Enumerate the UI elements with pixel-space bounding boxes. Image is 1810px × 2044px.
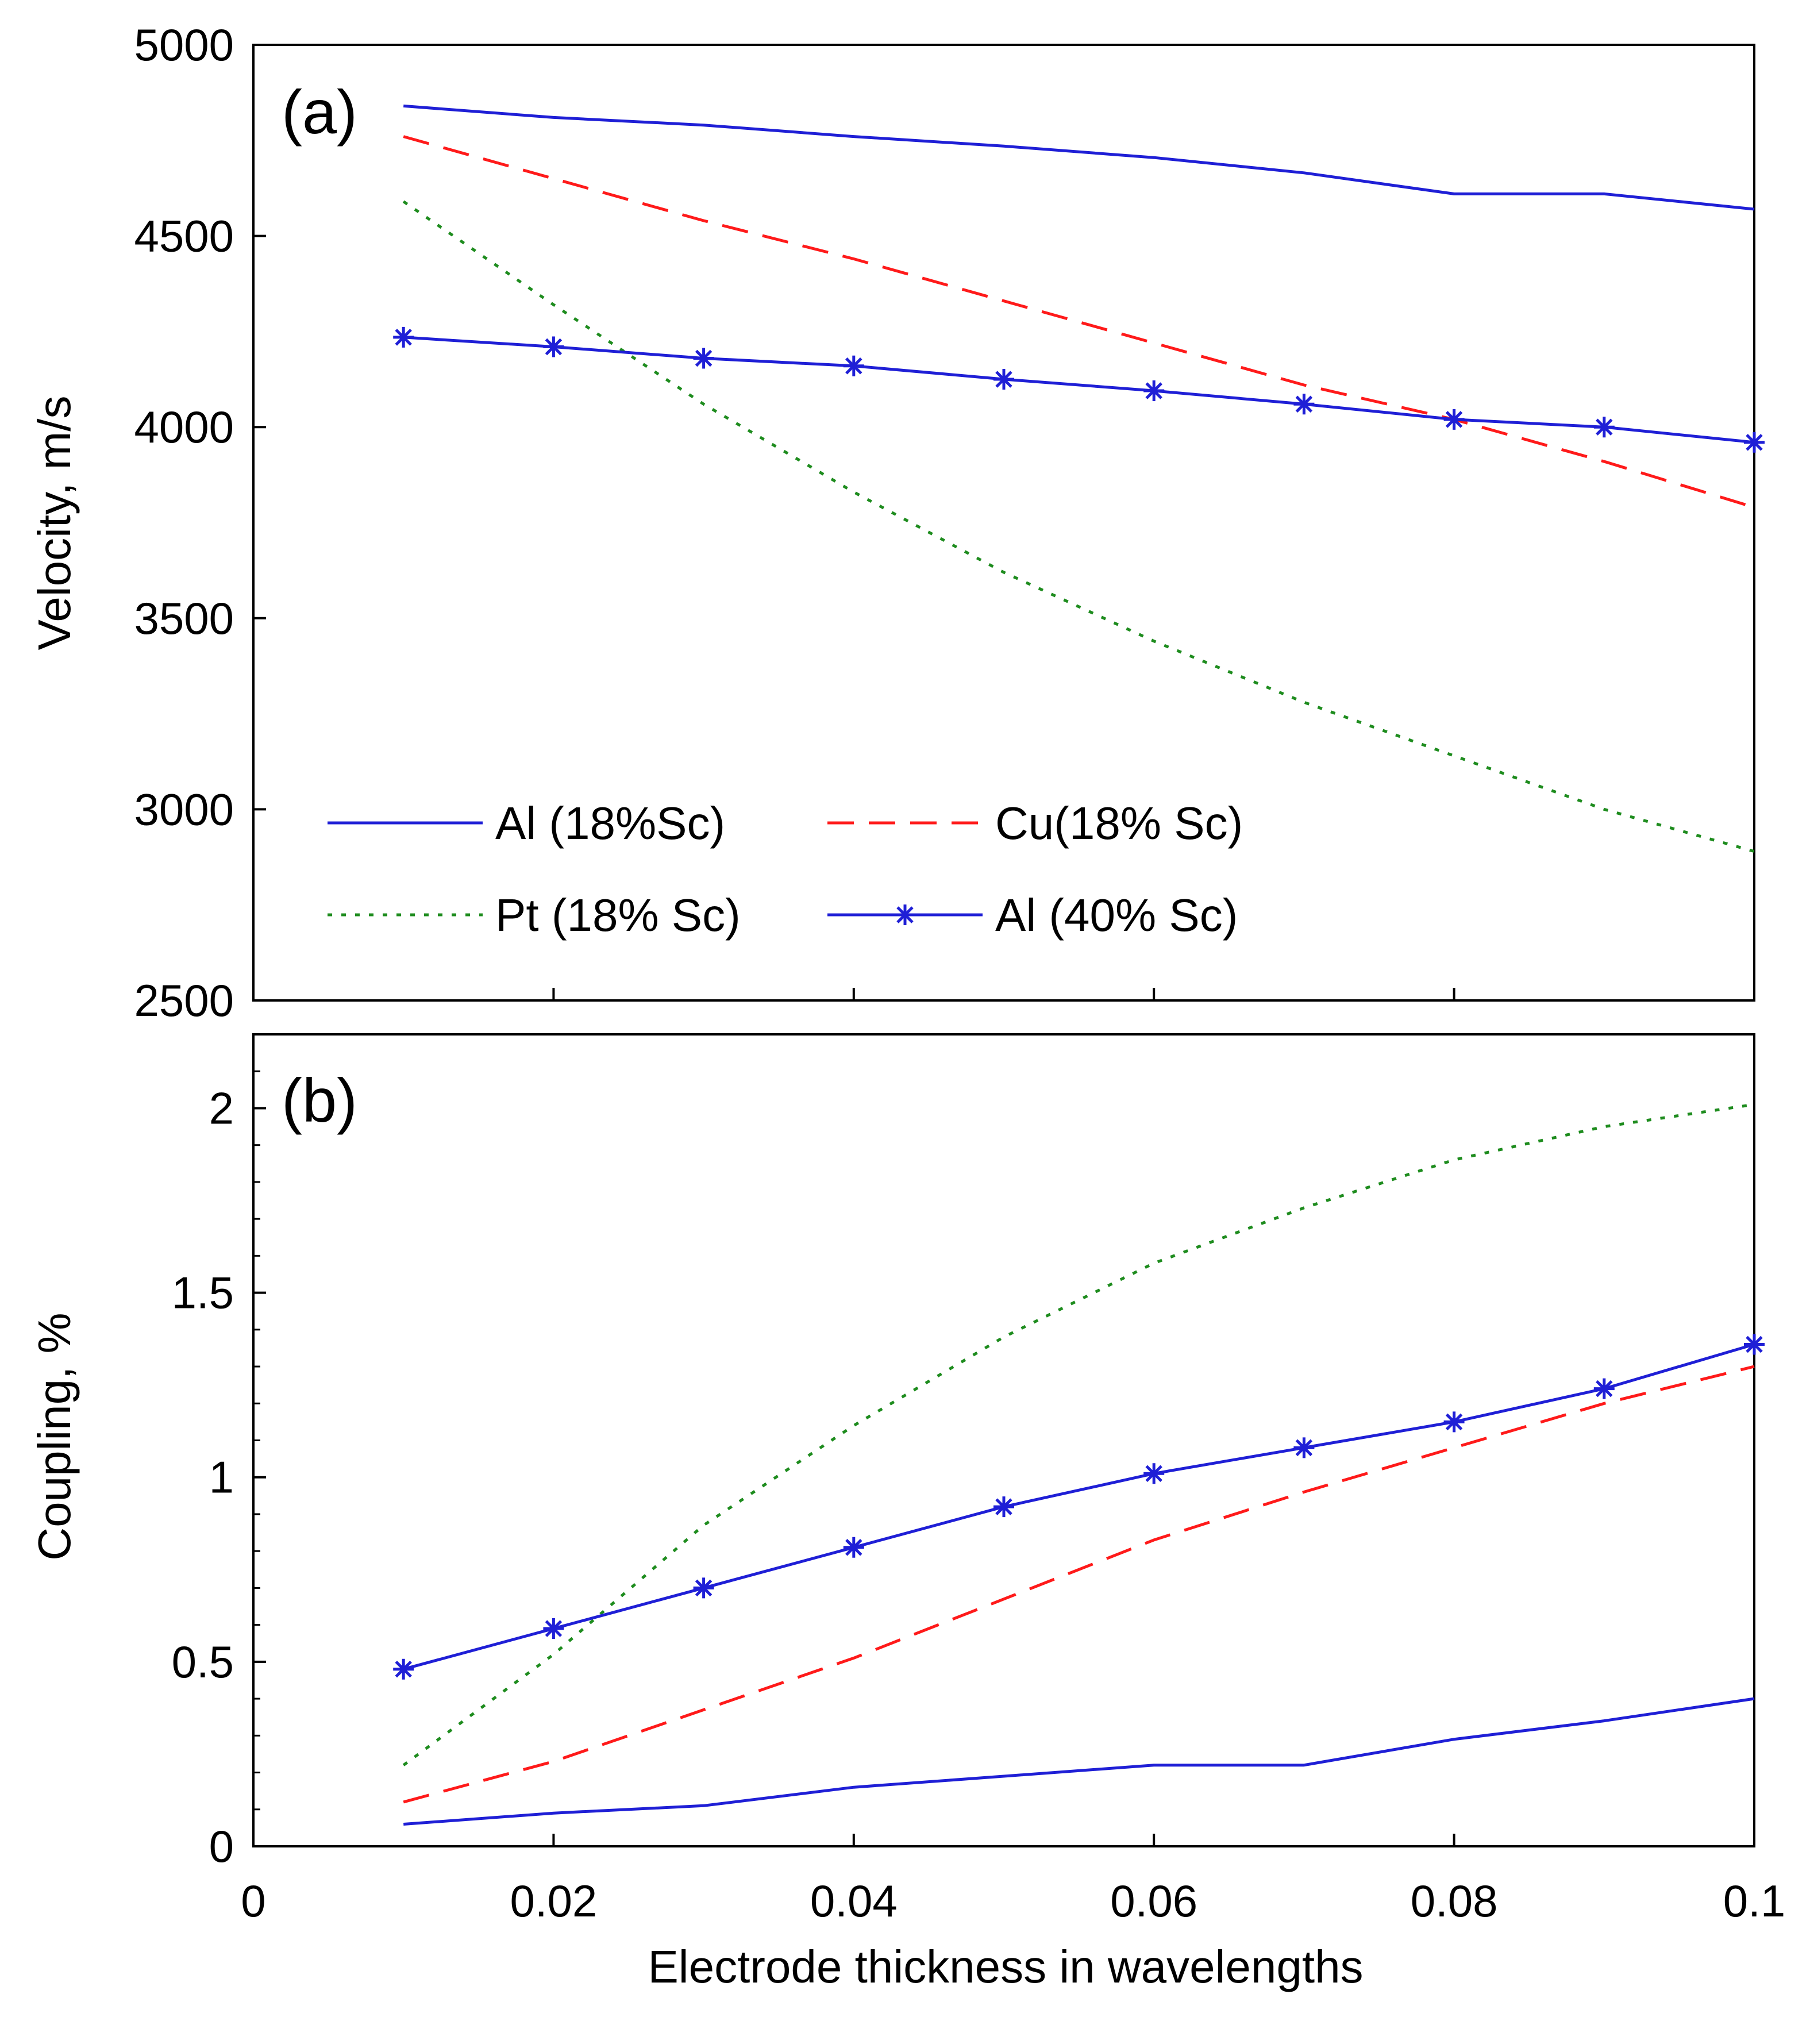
data-point-al40	[843, 355, 864, 376]
data-point-al40	[993, 369, 1014, 390]
legend-label-al18: Al (18%Sc)	[495, 798, 725, 849]
panel-b-y-ticks: 0 0.5 1 1.5 2	[172, 1033, 1755, 1872]
series-line-pt18	[402, 1103, 1755, 1766]
data-point-al40	[543, 1618, 564, 1639]
data-point-al40	[1744, 1334, 1765, 1355]
series-line-pt18	[402, 200, 1755, 853]
x-tick-label: 0.02	[510, 1876, 597, 1926]
data-point-al40	[1143, 1463, 1165, 1484]
x-axis-title: Electrode thickness in wavelengths	[648, 1941, 1363, 1992]
series-line-cu18	[403, 135, 1755, 509]
series-line-al18	[403, 104, 1755, 211]
series-line-cu18	[403, 1365, 1755, 1804]
data-point-al40	[1293, 394, 1315, 415]
panel-a-y-ticks: 2500 3000 3500 4000 4500 5000	[134, 20, 1755, 1026]
data-point-al40	[843, 1537, 864, 1558]
panel-a-y-axis-title: Velocity, m/s	[29, 395, 80, 650]
y-tick-label: 3000	[134, 784, 234, 834]
y-tick-label: 2500	[134, 975, 234, 1026]
series-line-al40	[403, 336, 1755, 444]
legend: Al (18%Sc) Cu(18% Sc) Pt (18% Sc) Al (40% S…	[328, 798, 1243, 941]
y-tick-label: 3500	[134, 593, 234, 644]
panel-b: 0 0.5 1 1.5 2 (b) Coupling, %	[29, 1033, 1765, 1872]
data-point-al40	[1593, 1378, 1615, 1399]
y-tick-label: 4500	[134, 211, 234, 261]
y-tick-label: 2	[209, 1083, 234, 1133]
panel-a-label: (a)	[282, 77, 357, 147]
panel-b-y-axis-title: Coupling, %	[29, 1312, 80, 1560]
x-tick-label: 0.06	[1110, 1876, 1197, 1926]
x-tick-label: 0.04	[810, 1876, 898, 1926]
data-point-al40	[1744, 432, 1765, 453]
legend-label-cu18: Cu(18% Sc)	[995, 798, 1243, 849]
series-line-al40	[403, 1343, 1755, 1671]
panel-a-plot-frame	[252, 44, 1755, 1002]
data-point-al40	[393, 326, 414, 348]
legend-label-al40: Al (40% Sc)	[995, 890, 1238, 941]
panel-a-series	[393, 104, 1765, 853]
y-tick-label: 0.5	[172, 1637, 234, 1687]
y-tick-label: 5000	[134, 20, 234, 70]
data-point-al40	[1443, 409, 1465, 430]
data-point-al40	[1593, 417, 1615, 438]
x-tick-label: 0.08	[1411, 1876, 1498, 1926]
data-point-al40	[1143, 380, 1165, 402]
panel-b-plot-frame	[252, 1033, 1755, 1847]
legend-label-pt18: Pt (18% Sc)	[495, 890, 741, 941]
y-tick-label: 4000	[134, 402, 234, 452]
data-point-al40	[693, 1577, 714, 1599]
y-tick-label: 0	[209, 1821, 234, 1872]
data-point-al40	[993, 1496, 1014, 1518]
x-tick-label: 0	[241, 1876, 265, 1926]
x-tick-label: 0.1	[1723, 1876, 1785, 1926]
y-tick-label: 1	[209, 1452, 234, 1503]
y-tick-label: 1.5	[172, 1268, 234, 1318]
panel-b-label: (b)	[282, 1065, 357, 1135]
series-line-al18	[403, 1697, 1755, 1826]
data-point-al40	[1293, 1437, 1315, 1458]
legend-marker-al40	[895, 904, 915, 925]
data-point-al40	[393, 1658, 414, 1680]
data-point-al40	[1443, 1411, 1465, 1433]
data-point-al40	[693, 348, 714, 369]
panel-b-series	[393, 1103, 1765, 1826]
panel-a: 2500 3000 3500 4000 4500 5000 (a) Velocity, m…	[29, 20, 1765, 1026]
x-axis: 0 0.02 0.04 0.06 0.08 0.1	[241, 1876, 1785, 1926]
data-point-al40	[543, 336, 564, 357]
